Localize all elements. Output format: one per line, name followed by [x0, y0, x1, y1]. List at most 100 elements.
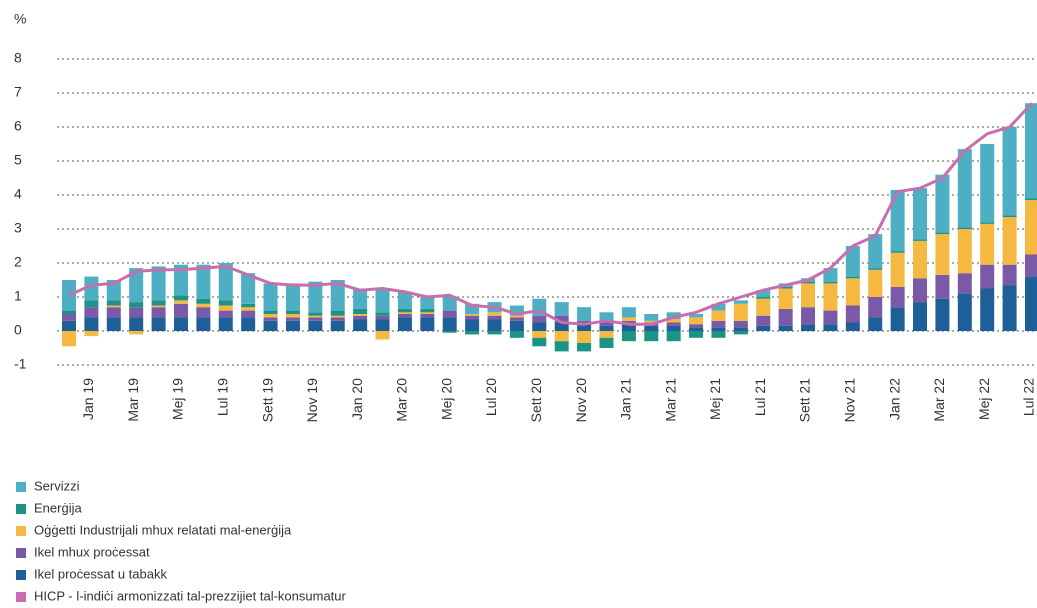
bar-segment: [845, 276, 860, 279]
bar-segment: [173, 264, 188, 296]
bar-segment: [689, 314, 704, 318]
bar-segment: [1002, 264, 1017, 286]
legend-swatch: [16, 570, 26, 580]
bar-segment: [599, 337, 614, 348]
bar-segment: [353, 315, 368, 320]
bar-segment: [465, 314, 480, 316]
bar-segment: [84, 276, 99, 301]
bar-segment: [935, 234, 950, 275]
bar-segment: [308, 312, 323, 316]
bar-segment: [420, 317, 435, 331]
bar-segment: [1002, 127, 1017, 216]
legend-swatch: [16, 482, 26, 492]
x-tick-label: Lul 20: [483, 378, 499, 416]
bar-segment: [509, 320, 524, 331]
bar-segment: [756, 290, 771, 297]
bar-segment: [532, 322, 547, 331]
bar-segment: [868, 269, 883, 297]
bar-segment: [397, 314, 412, 318]
bar-segment: [1025, 276, 1037, 331]
bar-segment: [890, 189, 905, 252]
bar-segment: [1025, 103, 1037, 199]
legend-swatch: [16, 592, 26, 602]
bar-segment: [980, 144, 995, 223]
bar-segment: [980, 288, 995, 331]
bar-segment: [778, 288, 793, 309]
bar-segment: [308, 315, 323, 318]
bar-segment: [129, 268, 144, 303]
bar-segment: [868, 234, 883, 269]
bar-segment: [890, 307, 905, 331]
bar-segment: [666, 331, 681, 342]
bar-segment: [756, 297, 771, 299]
legend-label: Ikel proċessat u tabakk: [34, 566, 167, 581]
x-tick-label: Sett 19: [259, 378, 275, 423]
y-tick-label: 0: [14, 322, 22, 338]
bar-segment: [577, 331, 592, 343]
bar-segment: [577, 320, 592, 325]
bar-segment: [263, 320, 278, 331]
x-tick-label: Sett 20: [528, 378, 544, 423]
y-tick-label: -1: [14, 356, 27, 372]
bar-segment: [241, 273, 256, 304]
bar-segment: [823, 324, 838, 331]
bar-segment: [733, 327, 748, 331]
legend-swatch: [16, 504, 26, 514]
legend-label: Oġġetti Industrijali mhux relatati mal-e…: [34, 522, 292, 537]
bar-segment: [375, 312, 390, 316]
bar-segment: [509, 305, 524, 316]
x-tick-label: Mej 21: [707, 378, 723, 420]
bar-segment: [106, 305, 121, 308]
x-tick-label: Mar 21: [662, 378, 678, 422]
bar-segment: [913, 240, 928, 279]
bar-segment: [375, 319, 390, 331]
bar-segment: [689, 327, 704, 331]
bar-segment: [151, 317, 166, 331]
bar-segment: [465, 303, 480, 314]
x-tick-label: Jan 21: [618, 378, 634, 420]
bar-segment: [173, 317, 188, 331]
bar-segment: [1025, 198, 1037, 201]
bar-segment: [509, 315, 524, 318]
bar-segment: [801, 324, 816, 331]
bar-segment: [980, 264, 995, 289]
bar-segment: [442, 331, 457, 333]
bar-segment: [711, 320, 726, 328]
x-tick-label: Jan 20: [349, 378, 365, 420]
bar-segment: [733, 320, 748, 328]
bar-segment: [1025, 200, 1037, 255]
bar-segment: [397, 312, 412, 314]
bar-segment: [935, 232, 950, 235]
bar-segment: [465, 331, 480, 335]
bar-segment: [599, 312, 614, 323]
bar-segment: [308, 317, 323, 321]
bar-segment: [644, 314, 659, 321]
x-tick-label: Jan 22: [886, 378, 902, 420]
bar-segment: [801, 283, 816, 308]
bar-segment: [532, 315, 547, 323]
x-tick-label: Jan 19: [80, 378, 96, 420]
bar-segment: [173, 295, 188, 301]
y-tick-label: 5: [14, 152, 22, 168]
bar-segment: [823, 281, 838, 284]
bar-segment: [353, 314, 368, 316]
bar-segment: [487, 315, 502, 320]
bar-segment: [442, 297, 457, 311]
bar-segment: [509, 317, 524, 321]
bar-segment: [196, 303, 211, 308]
bar-segment: [689, 324, 704, 328]
bar-segment: [218, 300, 233, 306]
bar-segment: [845, 305, 860, 323]
bar-segment: [733, 303, 748, 321]
bar-segment: [196, 264, 211, 299]
bar-segment: [442, 317, 457, 331]
bar-segment: [733, 331, 748, 335]
bar-segment: [644, 320, 659, 323]
x-tick-label: Lul 19: [214, 378, 230, 416]
bar-segment: [801, 281, 816, 284]
bar-segment: [84, 331, 99, 337]
legend-swatch: [16, 526, 26, 536]
bar-segment: [913, 188, 928, 240]
x-tick-label: Nov 21: [842, 378, 858, 423]
bar-segment: [868, 297, 883, 318]
